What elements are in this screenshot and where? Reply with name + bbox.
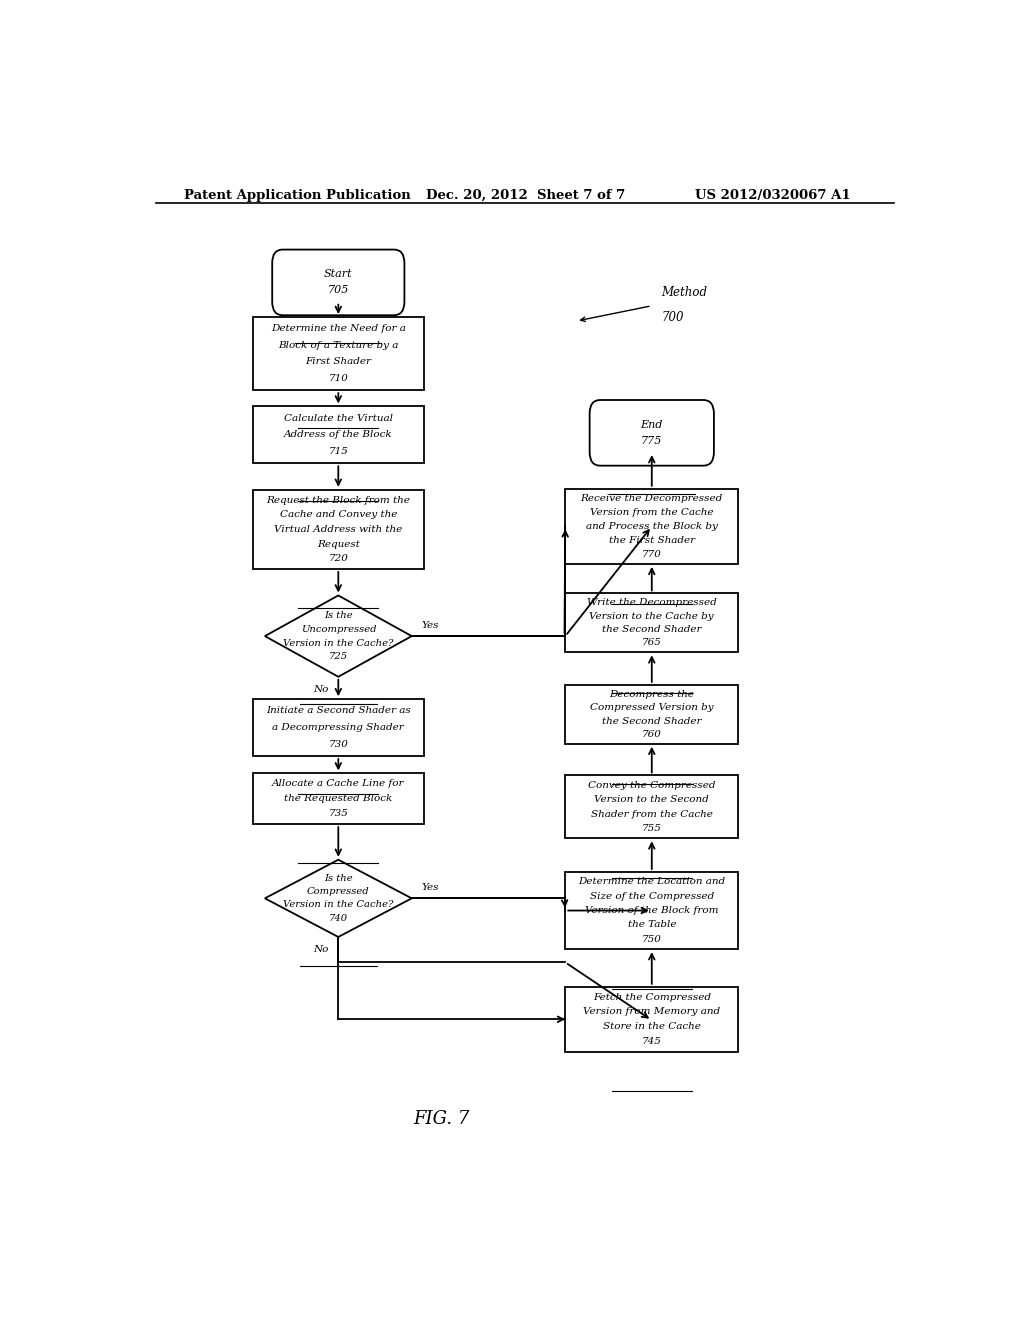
Text: and Process the Block by: and Process the Block by: [586, 521, 718, 531]
Text: Version in the Cache?: Version in the Cache?: [283, 639, 393, 648]
Text: 720: 720: [329, 554, 348, 564]
Text: Method: Method: [662, 285, 708, 298]
Text: Write the Decompressed: Write the Decompressed: [587, 598, 717, 607]
Bar: [253, 407, 424, 463]
Text: Shader from the Cache: Shader from the Cache: [591, 809, 713, 818]
Text: No: No: [313, 685, 329, 694]
Text: Request the Block from the: Request the Block from the: [266, 495, 411, 504]
Text: Decompress the: Decompress the: [609, 690, 694, 698]
Text: Receive the Decompressed: Receive the Decompressed: [581, 494, 723, 503]
Text: Compressed Version by: Compressed Version by: [590, 704, 714, 713]
Polygon shape: [265, 595, 412, 677]
Text: Start: Start: [324, 269, 352, 280]
Text: Request: Request: [316, 540, 359, 549]
Text: the Second Shader: the Second Shader: [602, 717, 701, 726]
Polygon shape: [265, 859, 412, 937]
FancyBboxPatch shape: [590, 400, 714, 466]
FancyBboxPatch shape: [272, 249, 404, 315]
Text: 775: 775: [641, 436, 663, 446]
Text: Dec. 20, 2012  Sheet 7 of 7: Dec. 20, 2012 Sheet 7 of 7: [426, 189, 625, 202]
Text: Is the: Is the: [324, 611, 352, 620]
Text: 705: 705: [328, 285, 349, 296]
Bar: [253, 317, 424, 391]
Text: Initiate a Second Shader as: Initiate a Second Shader as: [266, 706, 411, 715]
Text: 725: 725: [329, 652, 348, 661]
Text: First Shader: First Shader: [305, 358, 372, 367]
Text: Calculate the Virtual: Calculate the Virtual: [284, 413, 393, 422]
Text: FIG. 7: FIG. 7: [414, 1110, 470, 1127]
Text: the Table: the Table: [628, 920, 676, 929]
Text: 710: 710: [329, 374, 348, 383]
Text: Version from the Cache: Version from the Cache: [590, 508, 714, 517]
Text: Version to the Cache by: Version to the Cache by: [590, 611, 714, 620]
Text: Size of the Compressed: Size of the Compressed: [590, 892, 714, 900]
Text: 735: 735: [329, 809, 348, 818]
Text: Yes: Yes: [421, 620, 438, 630]
Text: Patent Application Publication: Patent Application Publication: [183, 189, 411, 202]
Text: Allocate a Cache Line for: Allocate a Cache Line for: [272, 779, 404, 788]
Bar: [253, 700, 424, 756]
Bar: [253, 490, 424, 569]
Bar: [253, 774, 424, 824]
Text: Block of a Texture by a: Block of a Texture by a: [279, 341, 398, 350]
Text: the First Shader: the First Shader: [608, 536, 695, 545]
Text: US 2012/0320067 A1: US 2012/0320067 A1: [695, 189, 851, 202]
Text: Determine the Location and: Determine the Location and: [579, 878, 725, 887]
Text: 715: 715: [329, 447, 348, 457]
Text: Virtual Address with the: Virtual Address with the: [274, 525, 402, 533]
Text: 755: 755: [642, 824, 662, 833]
Text: 745: 745: [642, 1038, 662, 1045]
Text: Address of the Block: Address of the Block: [284, 430, 392, 440]
Text: 750: 750: [642, 935, 662, 944]
Text: Fetch the Compressed: Fetch the Compressed: [593, 993, 711, 1002]
Text: Compressed: Compressed: [307, 887, 370, 896]
Text: Version of the Block from: Version of the Block from: [585, 906, 719, 915]
Text: Convey the Compressed: Convey the Compressed: [588, 781, 716, 789]
Text: 765: 765: [642, 639, 662, 648]
Bar: [565, 685, 738, 744]
Bar: [565, 488, 738, 564]
Text: End: End: [641, 420, 663, 430]
Text: Cache and Convey the: Cache and Convey the: [280, 511, 397, 519]
Text: the Requested Block: the Requested Block: [285, 795, 392, 804]
Text: Is the: Is the: [324, 874, 352, 883]
Text: a Decompressing Shader: a Decompressing Shader: [272, 723, 404, 733]
Bar: [565, 873, 738, 949]
Text: 770: 770: [642, 549, 662, 558]
Text: Determine the Need for a: Determine the Need for a: [271, 325, 406, 333]
Text: Store in the Cache: Store in the Cache: [603, 1022, 700, 1031]
Text: 700: 700: [662, 312, 684, 323]
Bar: [565, 775, 738, 838]
Text: 760: 760: [642, 730, 662, 739]
Text: 730: 730: [329, 739, 348, 748]
Text: the Second Shader: the Second Shader: [602, 626, 701, 634]
Text: No: No: [313, 945, 329, 954]
Text: Version in the Cache?: Version in the Cache?: [283, 900, 393, 909]
Text: Version from Memory and: Version from Memory and: [584, 1007, 720, 1016]
Text: Yes: Yes: [421, 883, 438, 892]
Text: 740: 740: [329, 913, 348, 923]
Bar: [565, 594, 738, 652]
Bar: [565, 987, 738, 1052]
Text: Version to the Second: Version to the Second: [594, 795, 710, 804]
Text: Uncompressed: Uncompressed: [301, 624, 376, 634]
